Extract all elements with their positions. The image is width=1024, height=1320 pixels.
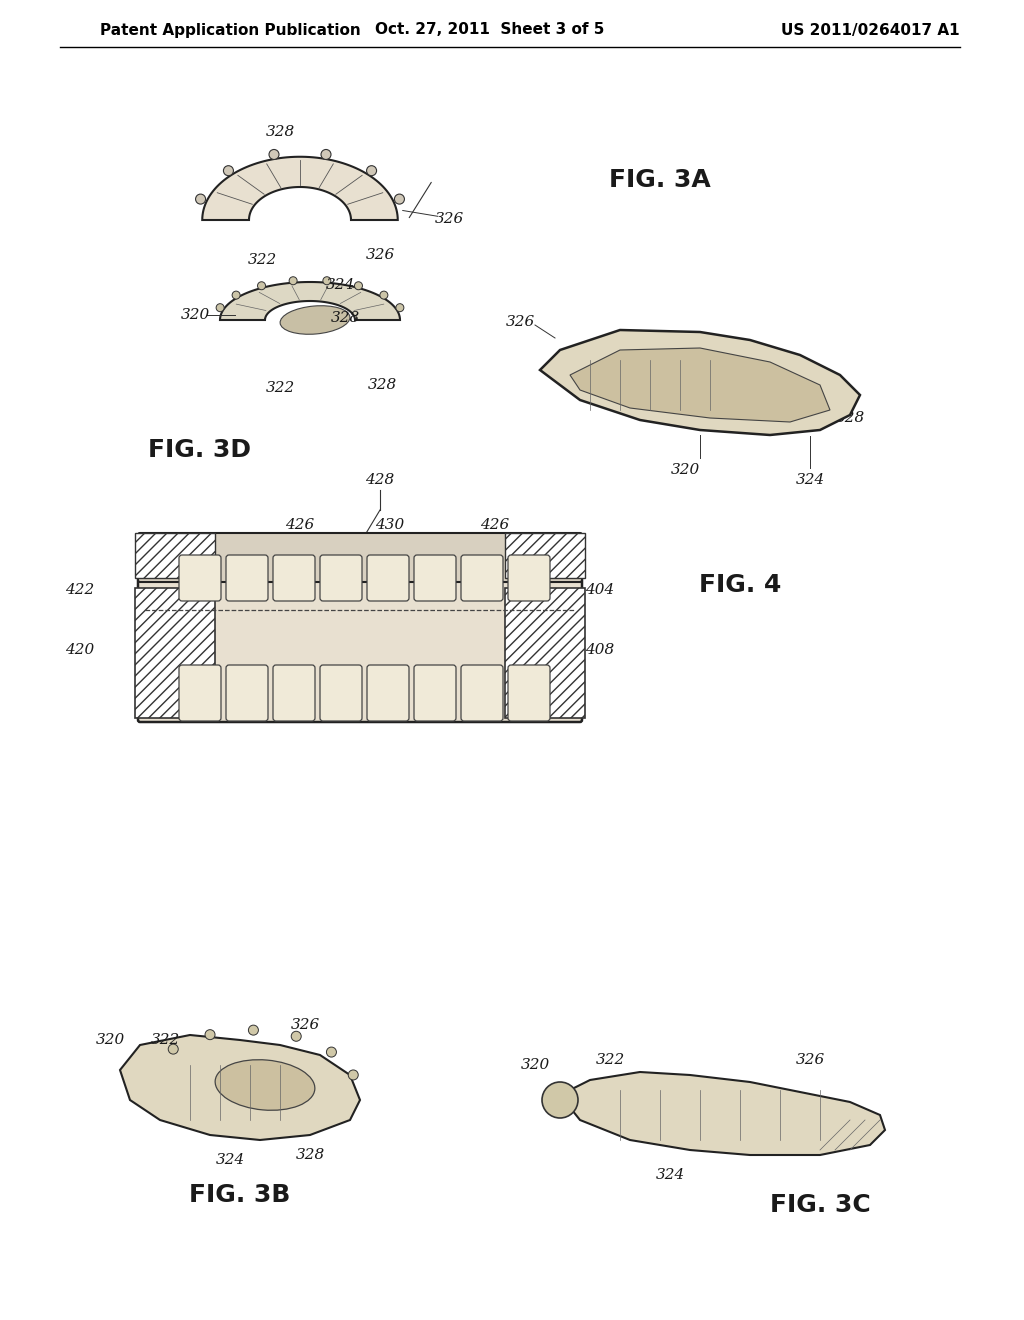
- FancyBboxPatch shape: [319, 665, 362, 721]
- FancyBboxPatch shape: [367, 554, 409, 601]
- Text: 322: 322: [248, 253, 276, 267]
- Ellipse shape: [215, 1060, 314, 1110]
- Text: Oct. 27, 2011  Sheet 3 of 5: Oct. 27, 2011 Sheet 3 of 5: [376, 22, 605, 37]
- Text: FIG. 3C: FIG. 3C: [770, 1193, 870, 1217]
- Circle shape: [327, 1047, 337, 1057]
- Circle shape: [232, 292, 240, 300]
- Text: 408: 408: [586, 643, 614, 657]
- Circle shape: [249, 1026, 258, 1035]
- Text: 324: 324: [796, 473, 824, 487]
- Circle shape: [205, 1030, 215, 1040]
- Polygon shape: [560, 1072, 885, 1155]
- Text: 324: 324: [655, 1168, 685, 1181]
- Polygon shape: [570, 348, 830, 422]
- Text: 322: 322: [151, 1034, 179, 1047]
- Circle shape: [367, 166, 377, 176]
- Text: 326: 326: [435, 213, 464, 226]
- Text: 426: 426: [480, 517, 510, 532]
- Circle shape: [269, 149, 279, 160]
- Text: 426: 426: [286, 517, 314, 532]
- Text: 420: 420: [66, 643, 94, 657]
- Circle shape: [348, 1071, 358, 1080]
- FancyBboxPatch shape: [508, 665, 550, 721]
- FancyBboxPatch shape: [508, 554, 550, 601]
- Text: 430: 430: [376, 517, 404, 532]
- Polygon shape: [540, 330, 860, 436]
- Text: 320: 320: [180, 308, 210, 322]
- FancyBboxPatch shape: [461, 554, 503, 601]
- Polygon shape: [120, 1035, 360, 1140]
- Text: Patent Application Publication: Patent Application Publication: [100, 22, 360, 37]
- Circle shape: [542, 1082, 578, 1118]
- Circle shape: [216, 304, 224, 312]
- Circle shape: [321, 149, 331, 160]
- Text: 326: 326: [506, 315, 535, 329]
- FancyBboxPatch shape: [226, 554, 268, 601]
- Circle shape: [289, 277, 297, 285]
- Text: 322: 322: [265, 381, 295, 395]
- Text: FIG. 3A: FIG. 3A: [609, 168, 711, 191]
- Text: 328: 328: [331, 312, 359, 325]
- FancyBboxPatch shape: [273, 554, 315, 601]
- Circle shape: [354, 281, 362, 290]
- Text: US 2011/0264017 A1: US 2011/0264017 A1: [780, 22, 959, 37]
- Circle shape: [394, 194, 404, 205]
- Bar: [135, 587, 215, 718]
- FancyBboxPatch shape: [367, 665, 409, 721]
- Bar: [135, 533, 215, 578]
- Text: 320: 320: [95, 1034, 125, 1047]
- FancyBboxPatch shape: [179, 665, 221, 721]
- Text: FIG. 3D: FIG. 3D: [148, 438, 252, 462]
- FancyBboxPatch shape: [226, 665, 268, 721]
- Text: 422: 422: [66, 583, 94, 597]
- Text: 326: 326: [796, 1053, 824, 1067]
- FancyBboxPatch shape: [461, 665, 503, 721]
- Text: 328: 328: [368, 378, 396, 392]
- Bar: [505, 587, 585, 718]
- Text: 320: 320: [671, 463, 699, 477]
- FancyBboxPatch shape: [179, 554, 221, 601]
- FancyBboxPatch shape: [138, 578, 582, 722]
- Circle shape: [380, 292, 388, 300]
- Polygon shape: [220, 282, 400, 319]
- FancyBboxPatch shape: [138, 533, 582, 582]
- Text: 326: 326: [366, 248, 394, 261]
- FancyBboxPatch shape: [273, 665, 315, 721]
- Bar: [505, 533, 585, 578]
- Text: 328: 328: [265, 125, 295, 139]
- Polygon shape: [203, 157, 397, 220]
- Circle shape: [396, 304, 403, 312]
- Circle shape: [196, 194, 206, 205]
- Text: 328: 328: [295, 1148, 325, 1162]
- Text: 326: 326: [291, 1018, 319, 1032]
- FancyBboxPatch shape: [414, 554, 456, 601]
- Text: FIG. 4: FIG. 4: [698, 573, 781, 597]
- Text: 320: 320: [520, 1059, 550, 1072]
- Text: 328: 328: [836, 411, 864, 425]
- Circle shape: [291, 1031, 301, 1041]
- Text: 404: 404: [586, 583, 614, 597]
- Text: 324: 324: [215, 1152, 245, 1167]
- Text: 428: 428: [366, 473, 394, 487]
- Circle shape: [168, 1044, 178, 1055]
- Text: 324: 324: [326, 279, 354, 292]
- FancyBboxPatch shape: [319, 554, 362, 601]
- Circle shape: [323, 277, 331, 285]
- Ellipse shape: [281, 306, 350, 334]
- Circle shape: [257, 281, 265, 290]
- Text: 322: 322: [595, 1053, 625, 1067]
- Text: FIG. 3B: FIG. 3B: [189, 1183, 291, 1206]
- FancyBboxPatch shape: [414, 665, 456, 721]
- Circle shape: [223, 166, 233, 176]
